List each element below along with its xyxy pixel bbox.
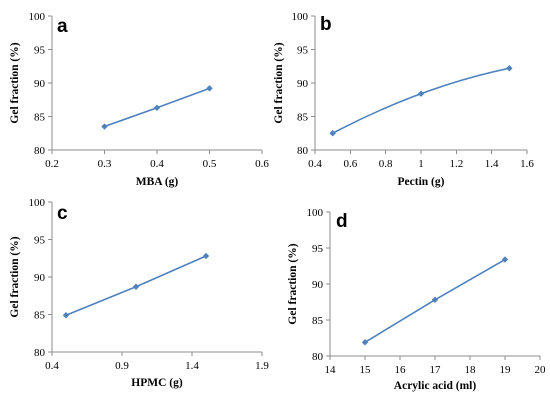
x-axis-title: HPMC (g) (131, 377, 183, 389)
chart-panel-b: 80 85 90 95 100 0.4 0.6 0.8 1 1.2 1.4 1.6 Pectin (g)… (273, 11, 534, 188)
x-tick-label: 19 (500, 364, 512, 376)
x-tick-label: 18 (465, 364, 477, 376)
x-tick-label: 0.4 (308, 158, 322, 170)
x-tick-label: 0.6 (343, 158, 357, 170)
x-tick-label: 1.4 (485, 158, 499, 170)
y-axis-title: Gel fraction (%) (9, 236, 21, 317)
data-point-marker (361, 339, 369, 346)
y-tick-label: 95 (297, 45, 309, 57)
data-point-marker (506, 65, 513, 72)
panel-label: b (320, 14, 332, 35)
y-axis-title: Gel fraction (%) (9, 42, 21, 123)
x-tick-label: 0.2 (45, 158, 59, 170)
y-tick-label: 95 (34, 235, 46, 247)
panel-label: c (57, 203, 68, 224)
y-tick-label: 85 (297, 112, 309, 124)
x-axis-title: Acrylic acid (ml) (394, 380, 477, 392)
x-axis-title: MBA (g) (136, 176, 179, 188)
y-tick-label: 85 (34, 112, 46, 124)
data-point-marker (153, 104, 161, 111)
y-tick-label: 90 (297, 78, 309, 90)
y-tick-label: 90 (34, 78, 46, 90)
data-point-marker (62, 312, 70, 319)
chart-panel-d: 80 85 90 95 100 14 15 16 17 18 19 20 Acrylic acid (m… (287, 207, 546, 392)
y-tick-label: 85 (312, 315, 324, 327)
y-tick-label: 90 (312, 279, 324, 291)
data-point-marker (206, 85, 213, 92)
x-tick-label: 1.4 (185, 360, 199, 372)
y-tick-label: 100 (29, 11, 46, 23)
data-point-marker (202, 252, 210, 260)
x-tick-label: 0.4 (150, 158, 164, 170)
x-tick-label: 0.4 (45, 360, 59, 372)
x-tick-label: 1.9 (255, 360, 269, 372)
y-tick-label: 80 (312, 351, 324, 363)
x-tick-label: 1.6 (520, 158, 534, 170)
y-tick-label: 85 (34, 310, 46, 322)
x-tick-label: 1.2 (449, 158, 463, 170)
x-tick-label: 0.9 (115, 360, 129, 372)
data-point-marker (101, 123, 108, 130)
y-tick-label: 100 (307, 207, 324, 219)
chart-panel-c: 80 85 90 95 100 0.4 0.9 1.4 1.9 HPMC (g) Gel fract… (9, 197, 269, 389)
x-tick-label: 1 (418, 158, 424, 170)
y-tick-label: 95 (312, 243, 324, 255)
x-tick-label: 0.5 (203, 158, 217, 170)
x-tick-label: 15 (360, 364, 372, 376)
data-point-marker (132, 283, 140, 290)
y-tick-label: 100 (292, 11, 309, 23)
y-tick-label: 80 (297, 145, 309, 157)
data-point-marker (431, 296, 439, 304)
panel-label: a (57, 16, 68, 37)
data-point-marker (417, 90, 425, 97)
x-axis-title: Pectin (g) (398, 176, 445, 188)
x-tick-label: 14 (325, 364, 337, 376)
y-axis-title: Gel fraction (%) (287, 243, 299, 324)
x-tick-label: 17 (430, 364, 442, 376)
y-tick-label: 100 (29, 197, 46, 209)
y-tick-label: 95 (34, 45, 46, 57)
x-tick-label: 0.8 (379, 158, 393, 170)
x-tick-label: 20 (535, 364, 547, 376)
x-tick-label: 16 (395, 364, 407, 376)
y-axis-title: Gel fraction (%) (273, 42, 285, 123)
data-point-marker (501, 256, 509, 263)
y-tick-label: 90 (34, 272, 46, 284)
data-point-marker (329, 130, 336, 137)
x-tick-label: 0.3 (98, 158, 112, 170)
series-line (332, 67, 510, 134)
x-tick-label: 0.6 (255, 158, 269, 170)
panel-label: d (336, 211, 348, 232)
chart-panel-a: 80 85 90 95 100 0.2 0.3 0.4 0.5 0.6 MBA (g) Gel fra… (9, 11, 269, 188)
y-tick-label: 80 (34, 347, 46, 359)
y-tick-label: 80 (34, 145, 46, 157)
